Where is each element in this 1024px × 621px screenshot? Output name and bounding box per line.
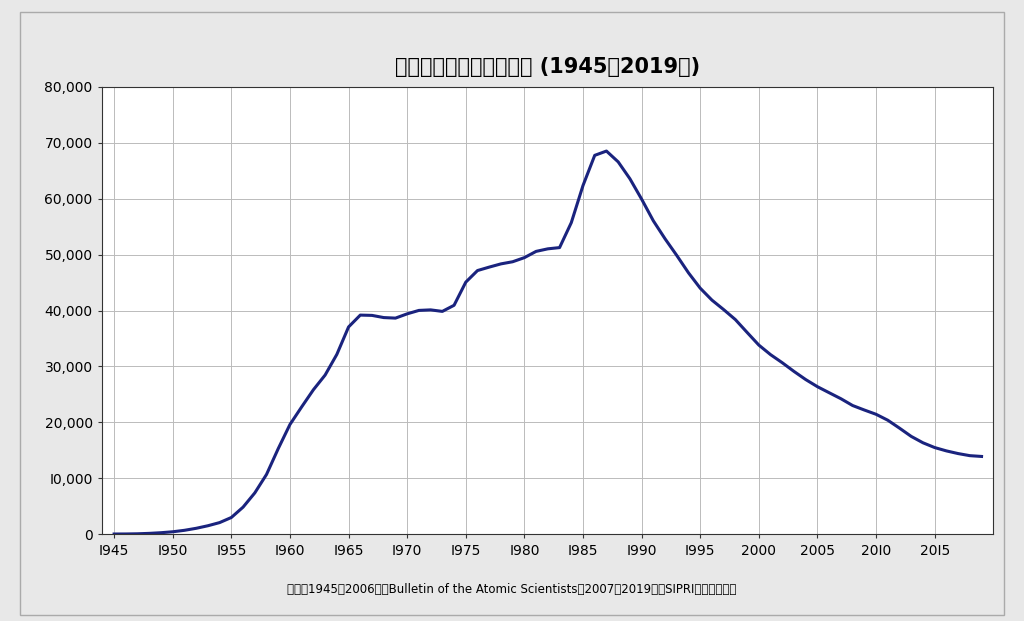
Text: 出典：1945～2006年はBulletin of the Atomic Scientists、2007～2019年はSIPRI年鑑より作成: 出典：1945～2006年はBulletin of the Atomic Sci…: [288, 584, 736, 596]
Title: 世界の核兵器保有数推移 (1945～2019年): 世界の核兵器保有数推移 (1945～2019年): [395, 57, 700, 77]
